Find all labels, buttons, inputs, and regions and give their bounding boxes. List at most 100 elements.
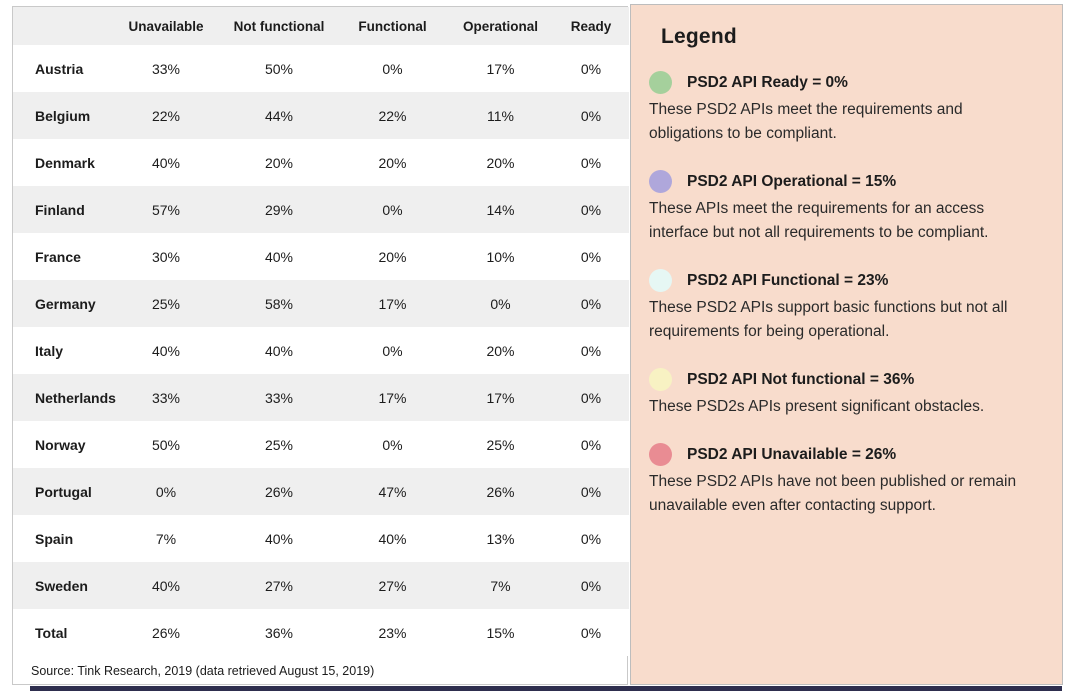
legend-title: Legend bbox=[661, 25, 737, 48]
value-cell: 0% bbox=[580, 201, 602, 218]
value-cell: 0% bbox=[382, 201, 403, 218]
value-cell: 27% bbox=[264, 577, 294, 594]
table-row: Austria 33% 50% 0% 17% 0% bbox=[13, 45, 629, 92]
value-cell: 0% bbox=[580, 60, 602, 77]
value-cell: 20% bbox=[264, 154, 294, 171]
legend-item-not-functional: PSD2 API Not functional = 36% These PSD2… bbox=[649, 368, 1040, 419]
legend-item-description: These PSD2 APIs meet the requirements an… bbox=[649, 101, 963, 143]
value-cell: 20% bbox=[486, 342, 515, 359]
column-header-country bbox=[13, 7, 111, 45]
value-cell: 0% bbox=[580, 154, 602, 171]
value-cell: 15% bbox=[486, 624, 515, 641]
table-row: Portugal 0% 26% 47% 26% 0% bbox=[13, 468, 629, 515]
value-cell: 58% bbox=[264, 295, 294, 312]
country-cell: Germany bbox=[35, 295, 96, 312]
legend-item-heading: PSD2 API Operational = 15% bbox=[687, 172, 897, 190]
column-header-ready: Ready bbox=[570, 18, 612, 34]
country-cell: Italy bbox=[35, 342, 64, 359]
table-row: France 30% 40% 20% 10% 0% bbox=[13, 233, 629, 280]
source-note: Source: Tink Research, 2019 (data retrie… bbox=[13, 658, 627, 680]
value-cell: 40% bbox=[264, 342, 294, 359]
legend-panel: Legend PSD2 API Ready = 0% These PSD2 AP… bbox=[630, 4, 1063, 685]
table-row: Spain 7% 40% 40% 13% 0% bbox=[13, 515, 629, 562]
value-cell: 0% bbox=[580, 389, 602, 406]
value-cell: 40% bbox=[151, 154, 181, 171]
value-cell: 50% bbox=[264, 60, 294, 77]
value-cell: 0% bbox=[580, 248, 602, 265]
value-cell: 26% bbox=[264, 483, 294, 500]
value-cell: 7% bbox=[155, 530, 177, 547]
legend-item-functional: PSD2 API Functional = 23% These PSD2 API… bbox=[649, 269, 1040, 344]
table-row: Netherlands 33% 33% 17% 17% 0% bbox=[13, 374, 629, 421]
value-cell: 17% bbox=[486, 60, 515, 77]
legend-item-heading: PSD2 API Unavailable = 26% bbox=[687, 445, 897, 463]
country-cell: Spain bbox=[35, 530, 74, 547]
value-cell: 0% bbox=[580, 483, 602, 500]
value-cell: 33% bbox=[151, 60, 181, 77]
table-row: Belgium 22% 44% 22% 11% 0% bbox=[13, 92, 629, 139]
country-cell: Austria bbox=[35, 60, 84, 77]
legend-item-ready: PSD2 API Ready = 0% These PSD2 APIs meet… bbox=[649, 71, 1040, 146]
value-cell: 0% bbox=[580, 107, 602, 124]
value-cell: 11% bbox=[487, 107, 514, 124]
column-header-operational: Operational bbox=[462, 18, 538, 34]
legend-item-description: These PSD2 APIs support basic functions … bbox=[649, 299, 1008, 341]
value-cell: 7% bbox=[490, 577, 511, 594]
value-cell: 25% bbox=[486, 436, 515, 453]
value-cell: 0% bbox=[382, 436, 403, 453]
legend-item-operational: PSD2 API Operational = 15% These APIs me… bbox=[649, 170, 1040, 245]
legend-item-heading: PSD2 API Functional = 23% bbox=[687, 271, 889, 289]
value-cell: 20% bbox=[486, 154, 515, 171]
table-row: Germany 25% 58% 17% 0% 0% bbox=[13, 280, 629, 327]
not-functional-color-dot-icon bbox=[649, 368, 672, 392]
column-header-not-functional: Not functional bbox=[233, 18, 325, 34]
bottom-rule bbox=[30, 686, 1062, 691]
value-cell: 0% bbox=[580, 295, 602, 312]
value-cell: 17% bbox=[486, 389, 515, 406]
value-cell: 20% bbox=[378, 154, 407, 171]
value-cell: 50% bbox=[151, 436, 181, 453]
value-cell: 17% bbox=[378, 295, 407, 312]
legend-item-description: These PSD2 APIs have not been published … bbox=[649, 473, 1017, 515]
country-cell: Portugal bbox=[35, 483, 92, 500]
country-cell: Belgium bbox=[35, 107, 91, 124]
value-cell: 33% bbox=[151, 389, 181, 406]
functional-color-dot-icon bbox=[649, 269, 672, 293]
value-cell: 25% bbox=[151, 295, 181, 312]
value-cell: 36% bbox=[264, 624, 294, 641]
legend-item-heading: PSD2 API Ready = 0% bbox=[687, 73, 848, 91]
country-cell: Total bbox=[35, 624, 68, 641]
value-cell: 40% bbox=[264, 248, 294, 265]
value-cell: 0% bbox=[580, 577, 602, 594]
value-cell: 0% bbox=[490, 295, 511, 312]
value-cell: 13% bbox=[486, 530, 515, 547]
value-cell: 0% bbox=[382, 342, 403, 359]
value-cell: 23% bbox=[378, 624, 407, 641]
column-header-functional: Functional bbox=[358, 18, 427, 34]
value-cell: 26% bbox=[486, 483, 515, 500]
value-cell: 25% bbox=[264, 436, 294, 453]
country-cell: France bbox=[35, 248, 81, 265]
column-header-unavailable: Unavailable bbox=[128, 18, 204, 34]
table-header-row: Unavailable Not functional Functional Op… bbox=[13, 7, 629, 45]
table-body: Austria 33% 50% 0% 17% 0% Belgium 22% 44% 22% 11% 0… bbox=[13, 45, 629, 656]
value-cell: 14% bbox=[486, 201, 515, 218]
ready-color-dot-icon bbox=[649, 71, 672, 94]
value-cell: 10% bbox=[486, 248, 515, 265]
value-cell: 20% bbox=[378, 248, 407, 265]
country-cell: Norway bbox=[35, 436, 86, 453]
table-row: Finland 57% 29% 0% 14% 0% bbox=[13, 186, 629, 233]
value-cell: 0% bbox=[580, 342, 602, 359]
value-cell: 57% bbox=[151, 201, 181, 218]
legend-item-description: These PSD2s APIs present significant obs… bbox=[649, 398, 985, 416]
table-row: Italy 40% 40% 0% 20% 0% bbox=[13, 327, 629, 374]
table-row: Denmark 40% 20% 20% 20% 0% bbox=[13, 139, 629, 186]
country-cell: Netherlands bbox=[35, 389, 116, 406]
table-row: Sweden 40% 27% 27% 7% 0% bbox=[13, 562, 629, 609]
value-cell: 22% bbox=[151, 107, 181, 124]
value-cell: 0% bbox=[580, 530, 602, 547]
value-cell: 33% bbox=[264, 389, 294, 406]
table-row: Norway 50% 25% 0% 25% 0% bbox=[13, 421, 629, 468]
value-cell: 44% bbox=[264, 107, 294, 124]
value-cell: 40% bbox=[378, 530, 407, 547]
